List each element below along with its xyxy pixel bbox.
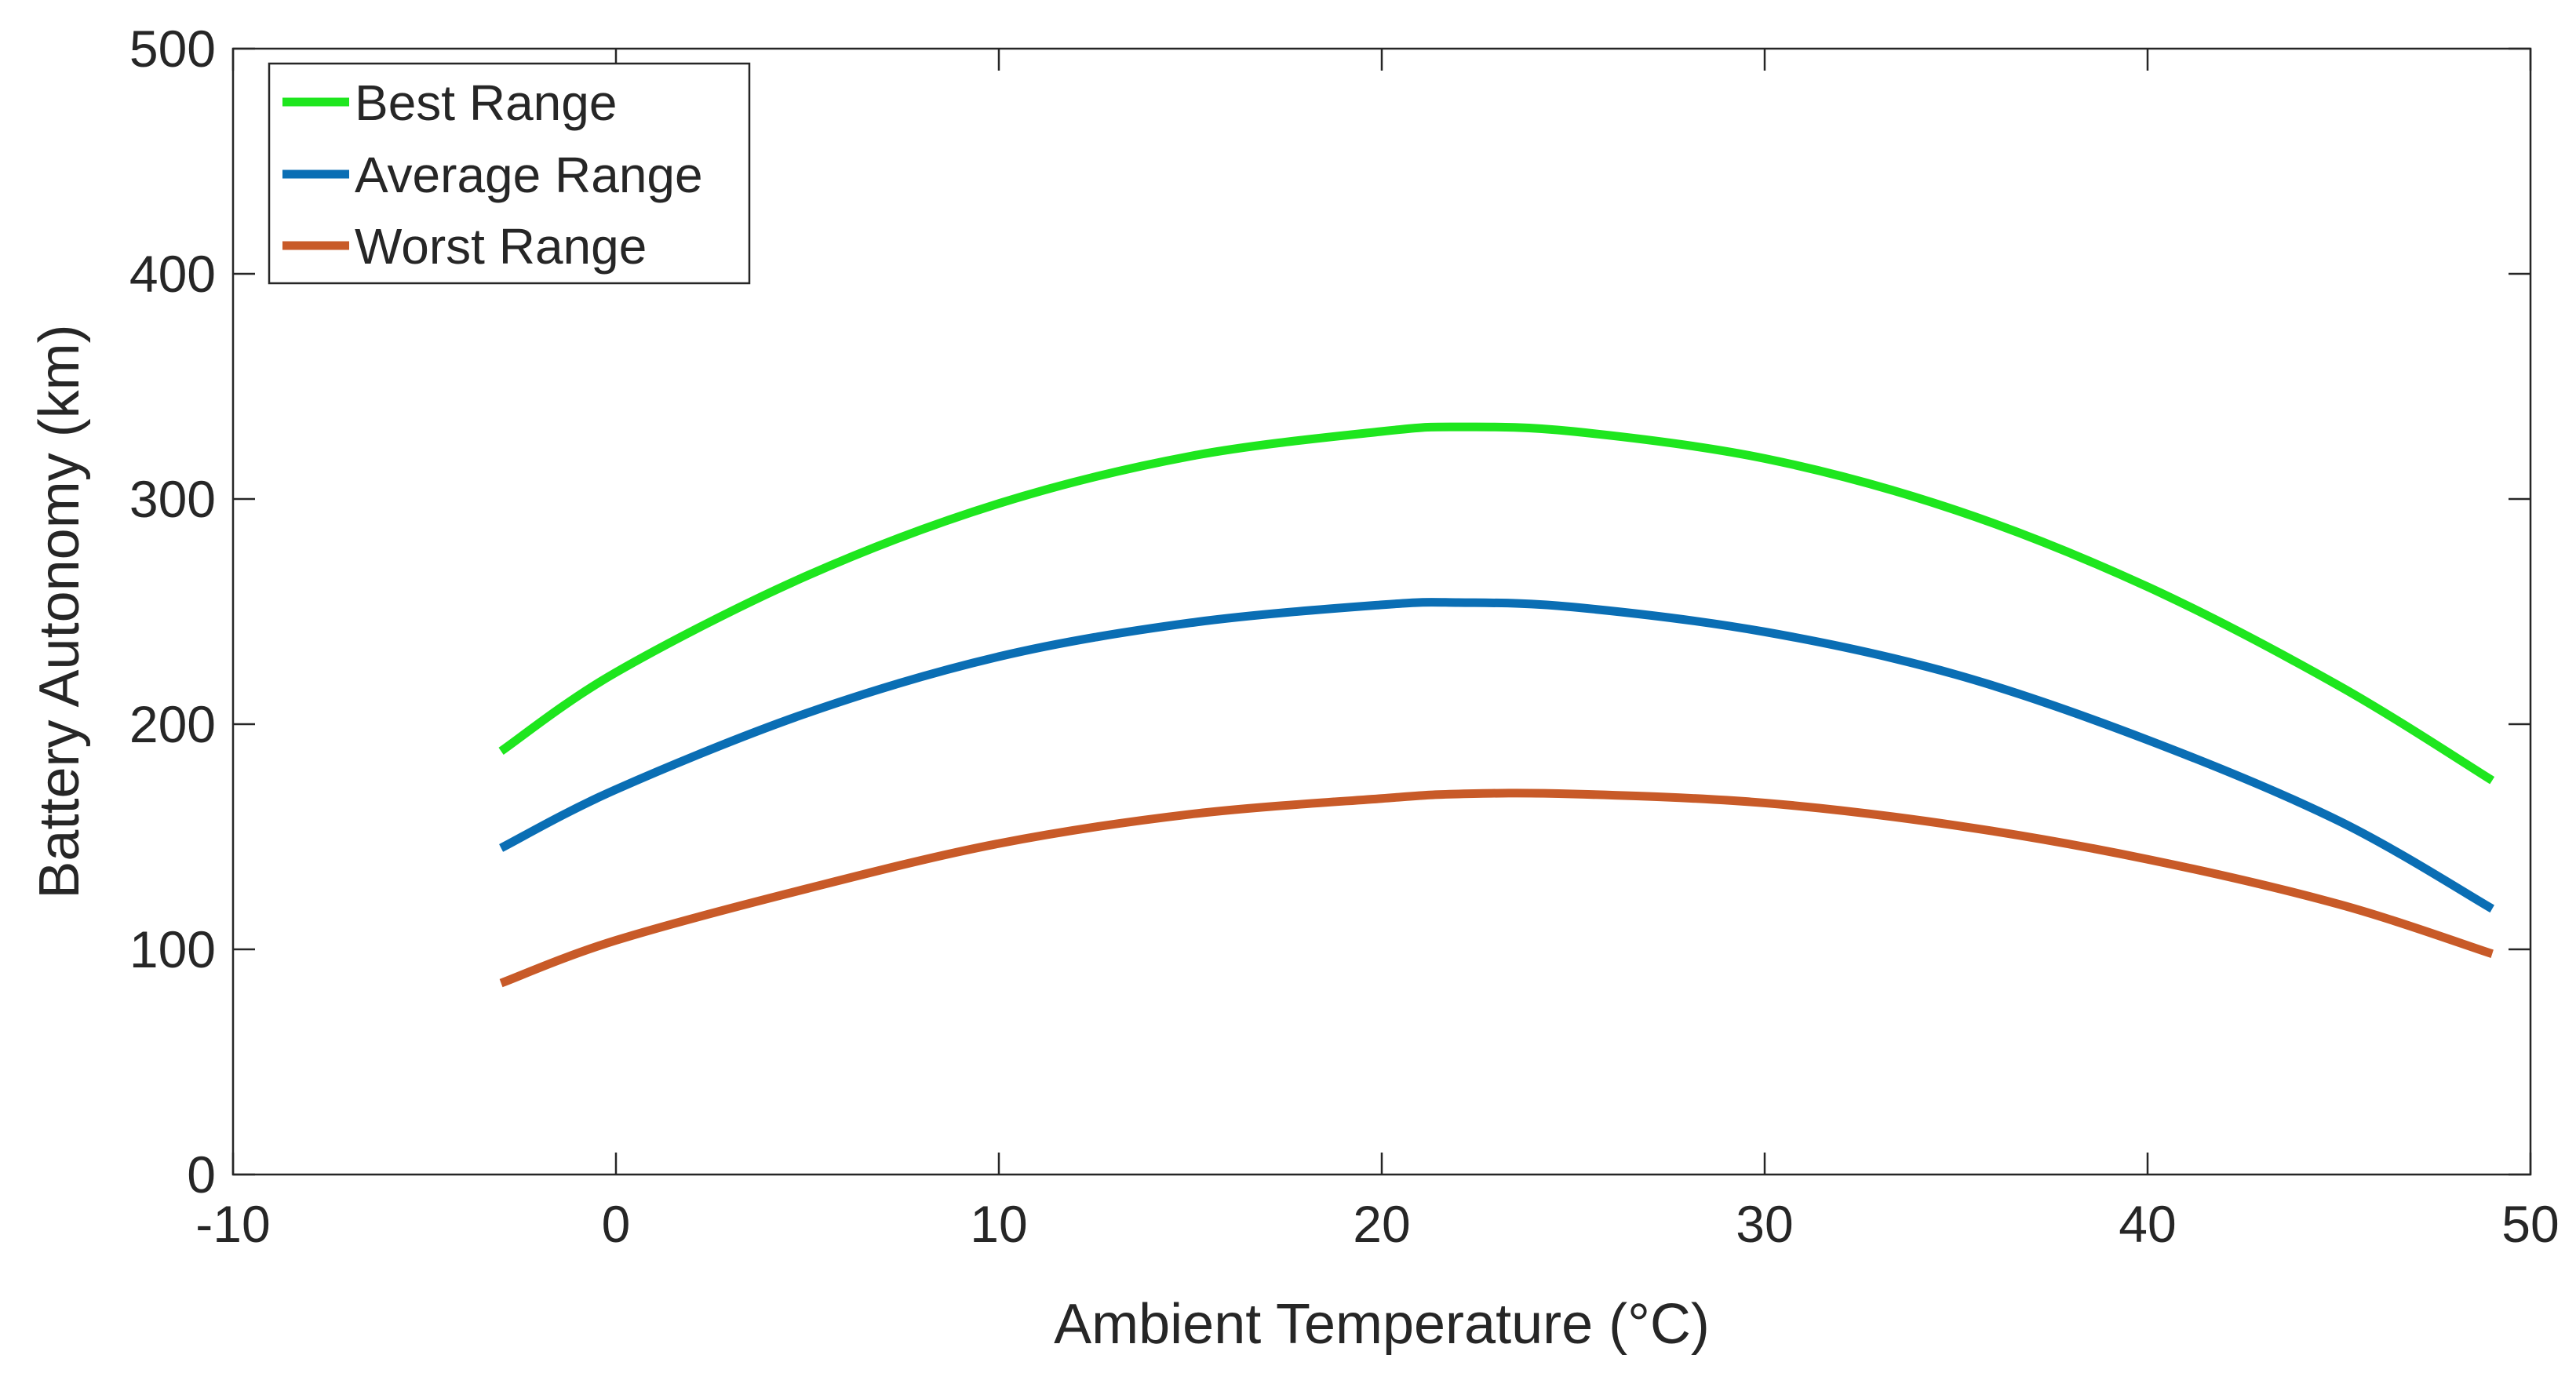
y-tick-label: 100 bbox=[129, 920, 216, 978]
y-tick-labels: 0 100 200 300 400 500 bbox=[129, 20, 216, 1204]
legend-label-worst-range: Worst Range bbox=[355, 218, 647, 275]
legend-entries: Best Range Average Range Worst Range bbox=[282, 75, 703, 275]
legend-label-average-range: Average Range bbox=[355, 147, 703, 203]
y-axis-label: Battery Autonomy (km) bbox=[28, 324, 91, 898]
x-tick-label: 40 bbox=[2119, 1195, 2176, 1253]
series-line-worst-range bbox=[499, 789, 2494, 988]
series-lines bbox=[498, 422, 2495, 988]
x-tick-label: 50 bbox=[2501, 1195, 2559, 1253]
x-tick-label: 10 bbox=[970, 1195, 1027, 1253]
x-tick-label: 0 bbox=[602, 1195, 631, 1253]
y-tick-label: 0 bbox=[187, 1145, 216, 1204]
y-tick-label: 300 bbox=[129, 470, 216, 528]
x-tick-label: 20 bbox=[1353, 1195, 1410, 1253]
x-tick-label: -10 bbox=[195, 1195, 270, 1253]
legend-label-best-range: Best Range bbox=[355, 75, 617, 131]
x-tick-label: 30 bbox=[1736, 1195, 1793, 1253]
legend: Best Range Average Range Worst Range bbox=[268, 62, 751, 285]
y-tick-label: 500 bbox=[129, 20, 216, 78]
x-tick-labels: -10 0 10 20 30 40 50 bbox=[195, 1195, 2559, 1253]
y-tick-label: 200 bbox=[129, 695, 216, 753]
x-axis-label: Ambient Temperature (°C) bbox=[1054, 1293, 1710, 1356]
series-line-average-range bbox=[499, 598, 2494, 913]
series-line-best-range bbox=[498, 422, 2495, 785]
y-tick-label: 400 bbox=[129, 245, 216, 303]
